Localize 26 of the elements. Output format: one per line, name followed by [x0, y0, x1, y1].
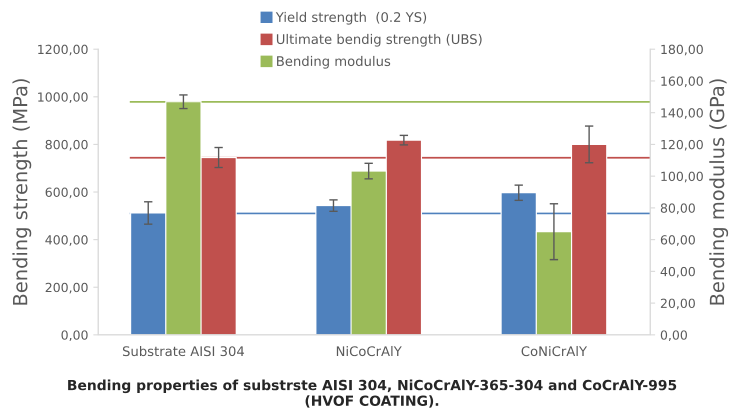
y2-tick-label: 140,00: [661, 108, 703, 119]
y-axis-title: Bending strength (MPa): [12, 79, 32, 305]
y2-tick-label: 60,00: [660, 235, 695, 246]
legend-label: Yield strength (0.2 YS): [276, 12, 426, 25]
legend-label: Bending modulus: [277, 56, 390, 69]
y-tick-label: 1000,00: [38, 92, 88, 104]
y2-tick-label: 180,00: [661, 44, 703, 56]
y2-tick-label: 0,00: [660, 330, 687, 342]
y-tick-label: 200,00: [46, 282, 88, 294]
y-tick-label: 800,00: [46, 140, 88, 151]
y2-tick-label: 120,00: [661, 140, 703, 151]
y-tick-label: 600,00: [46, 188, 88, 198]
x-tick-label: NiCoCrAlY: [336, 346, 402, 356]
y-tick-label: 400,00: [45, 235, 88, 246]
legend-label: Ultimate bendig strength (UBS): [276, 34, 482, 47]
x-tick-label: CoNiCrAlY: [522, 346, 588, 356]
y2-axis-title: Bending modulus (GPa): [709, 79, 728, 304]
y2-tick-label: 160,00: [661, 76, 703, 88]
y2-tick-label: 100,00: [661, 172, 703, 182]
y-tick-label: 1200,00: [38, 44, 88, 56]
y-tick-label: 0,00: [61, 330, 88, 342]
y2-tick-label: 20,00: [660, 298, 695, 310]
text: Bending properties of substrste AISI 304, NiCoCrAlY-365-304 and CoCrAlY-995 (HVOF COATING).: [68, 380, 676, 408]
x-tick-label: Substrate AISI 304: [122, 346, 244, 356]
y2-tick-label: 80,00: [660, 203, 695, 214]
y2-tick-label: 40,00: [660, 266, 695, 278]
